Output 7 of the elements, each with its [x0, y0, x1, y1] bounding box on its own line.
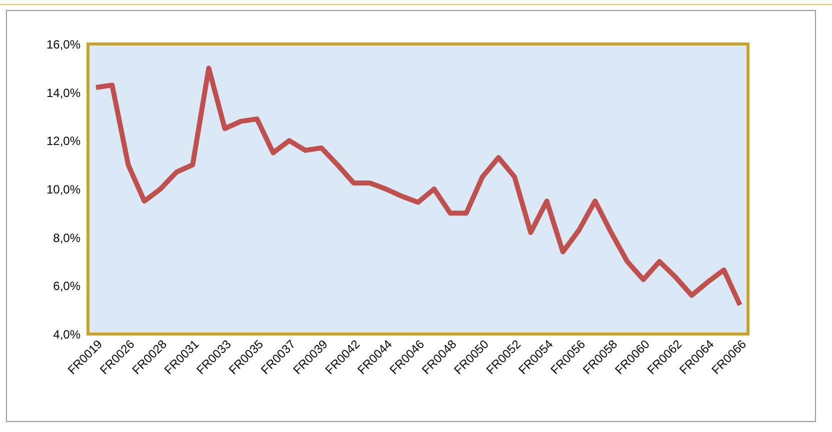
y-tick-label: 6,0%: [53, 279, 81, 294]
y-tick-label: 16,0%: [46, 38, 81, 52]
y-tick-label: 12,0%: [46, 134, 81, 148]
y-tick-label: 10,0%: [46, 182, 81, 196]
y-tick-label: 14,0%: [46, 86, 81, 100]
y-tick-label: 4,0%: [53, 328, 81, 342]
y-tick-label: 8,0%: [53, 230, 81, 245]
